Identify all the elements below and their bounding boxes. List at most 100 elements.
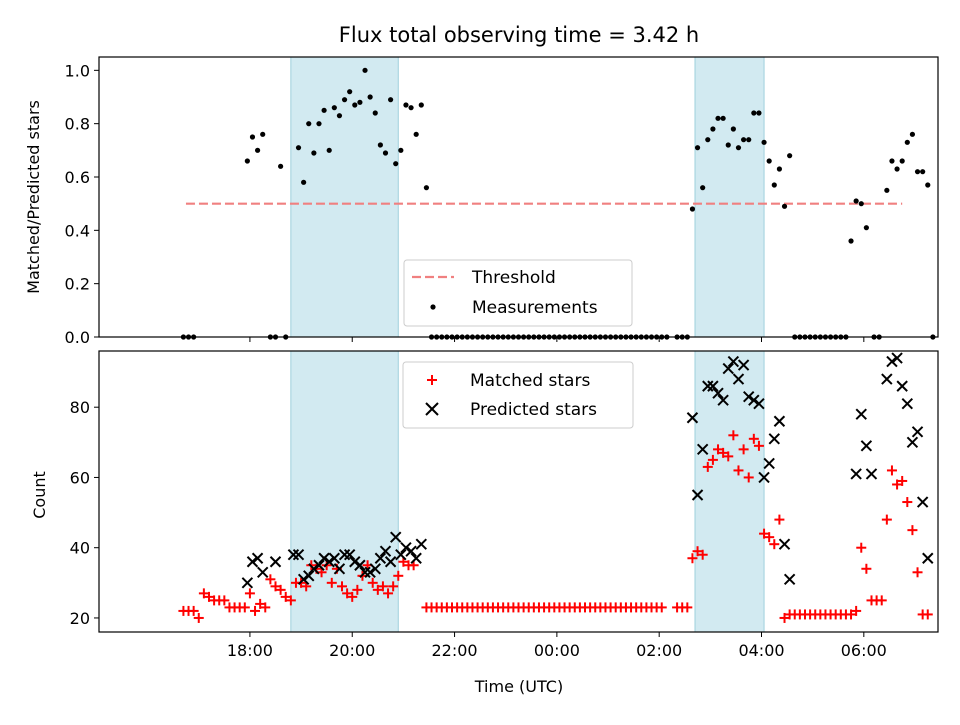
legend-measurements-swatch (430, 304, 436, 310)
measurement-point (776, 166, 783, 172)
predicted-star-point (354, 559, 366, 571)
predicted-star-point (732, 373, 745, 385)
predicted-star-point (727, 355, 740, 368)
matched-star-point (244, 588, 255, 599)
matched-star-point (270, 581, 281, 592)
predicted-star-point (881, 373, 893, 385)
matched-star-point (707, 454, 718, 465)
matched-star-point (326, 577, 337, 588)
measurement-point (413, 131, 419, 137)
measurement-point (781, 203, 788, 209)
predicted-star-point (860, 440, 873, 452)
predicted-star-point (743, 390, 755, 403)
predicted-star-point (410, 552, 422, 564)
predicted-star-point (778, 538, 791, 550)
y-tick-label: 20 (70, 609, 90, 628)
predicted-star-point (415, 538, 428, 550)
predicted-star-point (318, 552, 330, 564)
matched-star-point (779, 612, 790, 623)
legend-predicted-label: Predicted stars (470, 400, 597, 420)
measurement-point (700, 185, 706, 191)
measurement-point (848, 238, 854, 244)
predicted-star-point (717, 394, 729, 406)
predicted-star-point (758, 471, 770, 484)
measurement-point (863, 225, 869, 231)
predicted-star-point (922, 552, 934, 564)
measurement-point (331, 105, 337, 111)
measurement-point (418, 102, 424, 108)
matched-star-point (342, 588, 353, 599)
measurement-point (884, 187, 890, 193)
measurement-point (766, 158, 772, 164)
matched-star-point (280, 591, 291, 602)
predicted-star-point (338, 549, 351, 561)
predicted-star-point (696, 443, 709, 456)
shaded-interval (694, 56, 765, 338)
measurement-point (408, 105, 414, 111)
measurement-point (710, 126, 716, 132)
predicted-star-point (855, 408, 867, 420)
measurement-point (746, 137, 752, 143)
matched-star-point (713, 444, 724, 455)
matched-star-point (723, 451, 734, 462)
matched-star-point (198, 588, 209, 599)
measurement-point (730, 126, 736, 132)
matched-star-point (876, 595, 887, 606)
measurement-point (705, 137, 711, 143)
matched-star-point (219, 595, 230, 606)
matched-star-point (743, 472, 754, 483)
matched-star-point (255, 598, 266, 609)
axes-frame (98, 350, 939, 633)
matched-star-point (886, 465, 897, 476)
measurement-point (254, 147, 261, 153)
measurement-point (249, 134, 256, 140)
y-tick-label: 0.6 (65, 168, 90, 187)
matched-star-point (383, 588, 394, 599)
matched-star-point (377, 581, 388, 592)
matched-star-point (687, 553, 698, 564)
measurement-point (787, 153, 793, 159)
matched-star-point (846, 609, 857, 620)
predicted-star-point (712, 387, 724, 399)
measurement-point (689, 206, 696, 212)
x-tick-label: 22:00 (431, 641, 477, 660)
measurement-point (858, 201, 864, 207)
predicted-star-point (364, 566, 376, 578)
measurement-point (372, 110, 378, 116)
matched-star-point (372, 584, 383, 595)
ratio-panel: 0.0 0.2 0.4 0.6 0.8 1.0 Threshold Measurements (65, 56, 939, 347)
measurement-point (853, 198, 859, 204)
chart-title: Flux total observing time = 3.42 h (339, 23, 699, 47)
matched-star-point (774, 514, 785, 525)
top-y-axis-label: Matched/Predicted stars (24, 100, 43, 294)
predicted-star-point (865, 468, 878, 480)
matched-star-point (337, 581, 348, 592)
measurement-point (352, 102, 358, 108)
measurement-point (920, 169, 926, 175)
matched-star-point (769, 539, 780, 550)
predicted-star-point (257, 566, 269, 578)
matched-star-point (393, 570, 404, 581)
measurement-point (740, 137, 747, 143)
matched-star-point (188, 605, 199, 616)
measurement-point (904, 139, 910, 145)
matched-star-point (367, 577, 378, 588)
matched-star-point (851, 605, 862, 616)
predicted-star-point (906, 436, 919, 449)
measurement-point (725, 142, 731, 148)
matched-star-point (912, 567, 923, 578)
measurement-point (715, 115, 721, 121)
predicted-star-point (916, 496, 929, 508)
predicted-star-point (333, 563, 346, 575)
predicted-star-point (241, 577, 254, 589)
matched-star-point (897, 475, 908, 486)
matched-star-point (388, 581, 399, 592)
measurement-point (403, 102, 409, 108)
measurement-point (914, 169, 921, 175)
legend-box (403, 259, 633, 327)
measurement-point (889, 158, 895, 164)
predicted-star-point (313, 559, 325, 571)
measurement-point (295, 145, 302, 151)
predicted-star-point (374, 552, 387, 564)
